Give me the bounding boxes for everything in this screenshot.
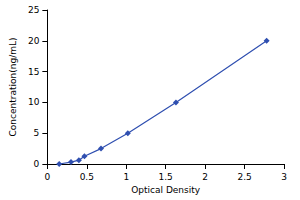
svg-text:0: 0 [34,159,40,169]
svg-text:2.5: 2.5 [237,172,251,182]
svg-text:0.5: 0.5 [80,172,94,182]
svg-text:1.5: 1.5 [159,172,173,182]
svg-text:Optical Density: Optical Density [131,185,201,195]
svg-text:25: 25 [28,5,39,15]
svg-text:1: 1 [123,172,129,182]
svg-text:20: 20 [28,36,40,46]
svg-text:0: 0 [44,172,50,182]
svg-text:15: 15 [28,67,39,77]
svg-text:5: 5 [34,128,40,138]
svg-text:2: 2 [202,172,208,182]
svg-text:Concentration(ng/mL): Concentration(ng/mL) [8,38,18,137]
svg-text:10: 10 [28,97,40,107]
svg-text:3: 3 [281,172,287,182]
